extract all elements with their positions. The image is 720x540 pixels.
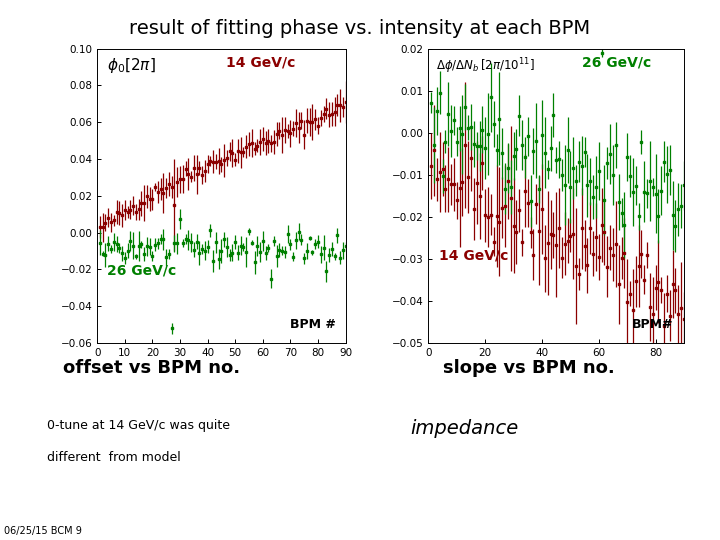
- Text: slope vs BPM no.: slope vs BPM no.: [444, 359, 615, 377]
- Text: 14 GeV/c: 14 GeV/c: [226, 56, 296, 70]
- Text: impedance: impedance: [410, 418, 518, 437]
- Text: 0-tune at 14 GeV/c was quite: 0-tune at 14 GeV/c was quite: [47, 418, 230, 431]
- Text: $\Delta\phi/\Delta N_b\,[2\pi/10^{11}]$: $\Delta\phi/\Delta N_b\,[2\pi/10^{11}]$: [436, 56, 535, 76]
- Text: BPM#: BPM#: [632, 318, 674, 331]
- Text: $\phi_0[2\pi]$: $\phi_0[2\pi]$: [107, 56, 156, 75]
- Text: 06/25/15 BCM 9: 06/25/15 BCM 9: [4, 525, 81, 536]
- Text: 26 GeV/c: 26 GeV/c: [107, 264, 176, 278]
- Text: result of fitting phase vs. intensity at each BPM: result of fitting phase vs. intensity at…: [130, 19, 590, 38]
- Text: different  from model: different from model: [47, 451, 181, 464]
- Text: 26 GeV/c: 26 GeV/c: [582, 56, 651, 70]
- Text: 14 GeV/c: 14 GeV/c: [438, 249, 508, 263]
- Text: BPM #: BPM #: [289, 318, 336, 331]
- Text: offset vs BPM no.: offset vs BPM no.: [63, 359, 240, 377]
